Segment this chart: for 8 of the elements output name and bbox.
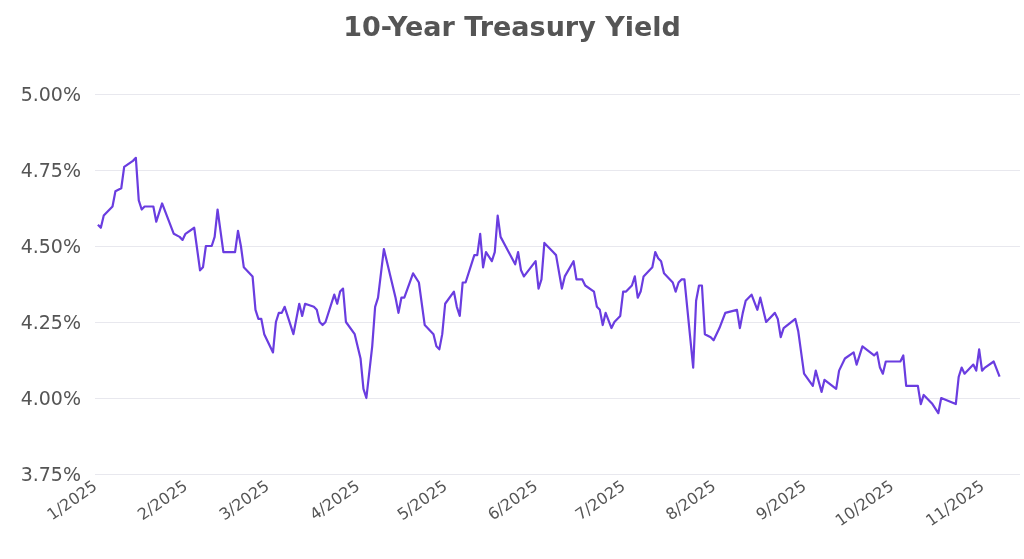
y-tick-label: 3.75% [20,463,81,485]
y-tick-label: 4.50% [20,235,81,257]
y-tick-label: 4.75% [20,159,81,181]
y-tick-label: 5.00% [20,83,81,105]
chart-title: 10-Year Treasury Yield [343,11,681,42]
y-tick-label: 4.25% [20,311,81,333]
line-series [96,156,1001,415]
y-tick-label: 4.00% [20,387,81,409]
